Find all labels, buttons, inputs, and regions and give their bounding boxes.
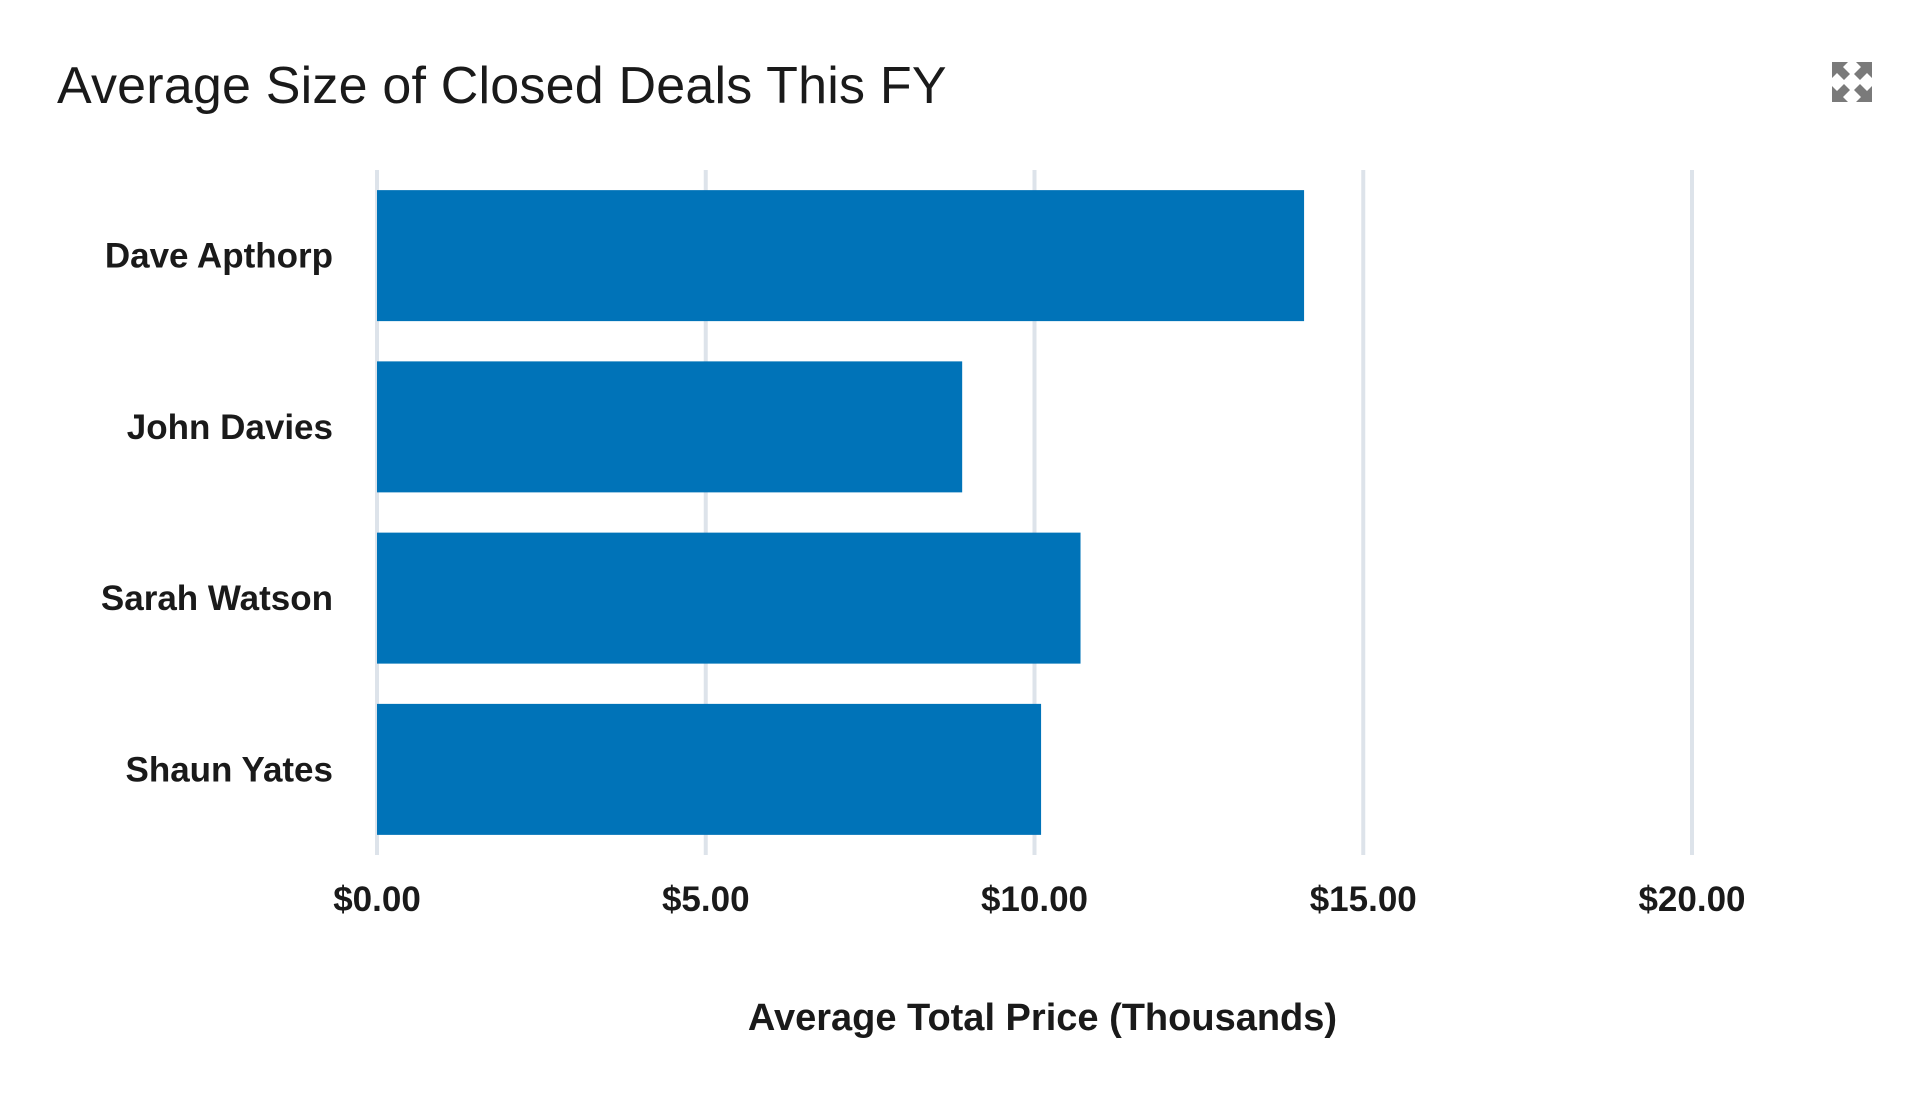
x-tick-label: $10.00 (981, 880, 1088, 919)
expand-arrows-icon-graphic (1832, 62, 1872, 102)
x-tick-label: $0.00 (333, 880, 421, 919)
category-label: Dave Apthorp (105, 237, 333, 276)
x-tick-label: $15.00 (1310, 880, 1417, 919)
bar[interactable] (377, 361, 963, 493)
chart-title: Average Size of Closed Deals This FY (57, 57, 947, 115)
bars (377, 190, 1305, 835)
x-axis-title: Average Total Price (Thousands) (748, 997, 1337, 1039)
category-label: Shaun Yates (125, 750, 333, 789)
x-tick-label: $20.00 (1638, 880, 1745, 919)
bar[interactable] (377, 703, 1042, 835)
x-tick-label: $5.00 (662, 880, 750, 919)
bar[interactable] (377, 190, 1305, 322)
category-label: John Davies (127, 408, 333, 447)
category-labels: Dave Apthorp John Davies Sarah Watson Shaun… (101, 237, 333, 790)
category-label: Sarah Watson (101, 579, 333, 618)
expand-arrows-icon[interactable] (1830, 60, 1874, 104)
x-tick-labels: $0.00 $5.00 $10.00 $15.00 $20.00 (333, 880, 1745, 919)
bar[interactable] (377, 532, 1081, 664)
